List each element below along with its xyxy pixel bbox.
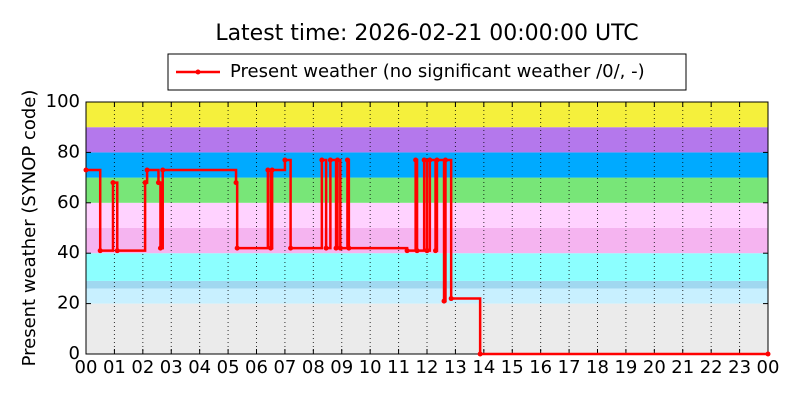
data-point: [268, 245, 274, 251]
data-point: [319, 157, 325, 163]
data-point: [427, 157, 433, 163]
x-tick-label: 22: [700, 357, 723, 378]
x-tick-label: 08: [302, 357, 325, 378]
data-point: [144, 167, 150, 173]
data-point: [334, 157, 340, 163]
legend-marker: [195, 69, 201, 75]
x-tick-label: 14: [472, 357, 495, 378]
x-tick-label: 18: [586, 357, 609, 378]
data-point: [421, 157, 427, 163]
data-point: [233, 180, 239, 186]
color-band: [86, 288, 768, 304]
x-tick-label: 21: [671, 357, 694, 378]
data-point: [155, 180, 161, 186]
data-point: [434, 157, 440, 163]
chart-title: Latest time: 2026-02-21 00:00:00 UTC: [215, 21, 638, 46]
data-point: [327, 157, 333, 163]
data-point: [83, 167, 89, 173]
data-point: [433, 248, 439, 254]
y-tick-label: 0: [69, 343, 80, 364]
color-band: [86, 280, 768, 289]
y-tick-label: 100: [46, 91, 80, 112]
data-point: [424, 248, 430, 254]
x-tick-label: 10: [359, 357, 382, 378]
data-point: [157, 245, 163, 251]
x-tick-label: 20: [643, 357, 666, 378]
x-tick-label: 04: [188, 357, 211, 378]
data-point: [114, 248, 120, 254]
data-point: [344, 157, 350, 163]
x-tick-label: 17: [558, 357, 581, 378]
data-point: [442, 157, 448, 163]
plot-frame: [85, 101, 769, 355]
data-point: [269, 167, 275, 173]
color-band: [86, 253, 768, 281]
data-point: [414, 248, 420, 254]
y-axis-label: Present weather (SYNOP code): [19, 90, 40, 367]
x-tick-label: 01: [103, 357, 126, 378]
legend-box: [167, 53, 687, 91]
y-tick-label: 40: [57, 242, 80, 263]
data-point: [234, 245, 240, 251]
y-tick-label: 60: [57, 192, 80, 213]
data-point: [333, 245, 339, 251]
x-tick-label: 11: [387, 357, 410, 378]
x-tick-label: 23: [728, 357, 751, 378]
data-point: [142, 180, 148, 186]
x-tick-label: 02: [131, 357, 154, 378]
data-point: [765, 351, 771, 357]
data-point: [288, 245, 294, 251]
x-tick-label: 07: [273, 357, 296, 378]
data-point: [448, 296, 454, 302]
data-point: [413, 157, 419, 163]
data-point: [110, 180, 116, 186]
y-tick-label: 80: [57, 141, 80, 162]
data-point: [337, 245, 343, 251]
x-tick-label: 19: [614, 357, 637, 378]
color-band: [86, 127, 768, 153]
data-point: [404, 248, 410, 254]
data-point: [477, 351, 483, 357]
x-tick-label: 05: [217, 357, 240, 378]
legend-text: Present weather (no significant weather …: [230, 61, 645, 82]
x-tick-label: 15: [501, 357, 524, 378]
x-tick-label: 16: [529, 357, 552, 378]
y-tick-label: 20: [57, 293, 80, 314]
data-point: [346, 245, 352, 251]
x-tick-label: 12: [416, 357, 439, 378]
data-point: [323, 245, 329, 251]
x-tick-label: 13: [444, 357, 467, 378]
data-point: [282, 157, 288, 163]
x-tick-label: 06: [245, 357, 268, 378]
x-tick-label: 00: [757, 357, 780, 378]
color-band: [86, 303, 768, 354]
x-tick-label: 09: [330, 357, 353, 378]
data-point: [160, 167, 166, 173]
data-point: [265, 167, 271, 173]
x-tick-label: 00: [75, 357, 98, 378]
x-tick-label: 03: [160, 357, 183, 378]
data-point: [97, 248, 103, 254]
data-point: [441, 298, 447, 304]
